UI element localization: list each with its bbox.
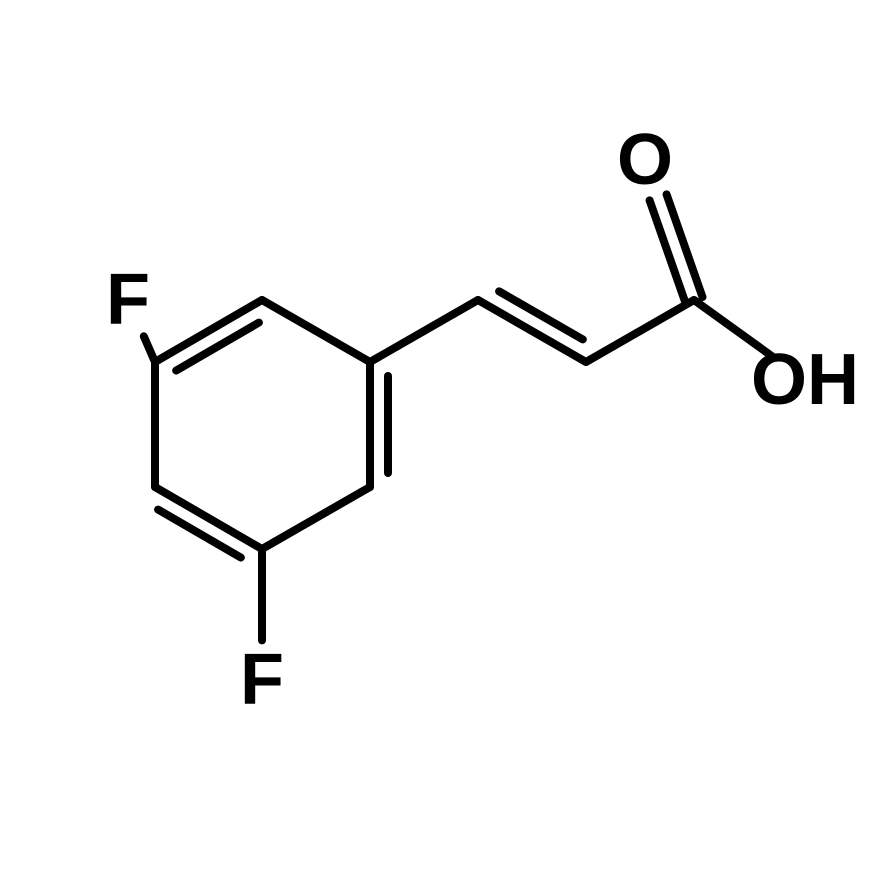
atom-label-F2: F <box>240 639 284 721</box>
atom-label-F1: F <box>106 259 150 341</box>
bond-layer <box>0 0 890 890</box>
molecule-canvas: F F O OH <box>0 0 890 890</box>
atom-label-OH: OH <box>751 339 859 421</box>
atom-label-O1: O <box>617 119 673 201</box>
